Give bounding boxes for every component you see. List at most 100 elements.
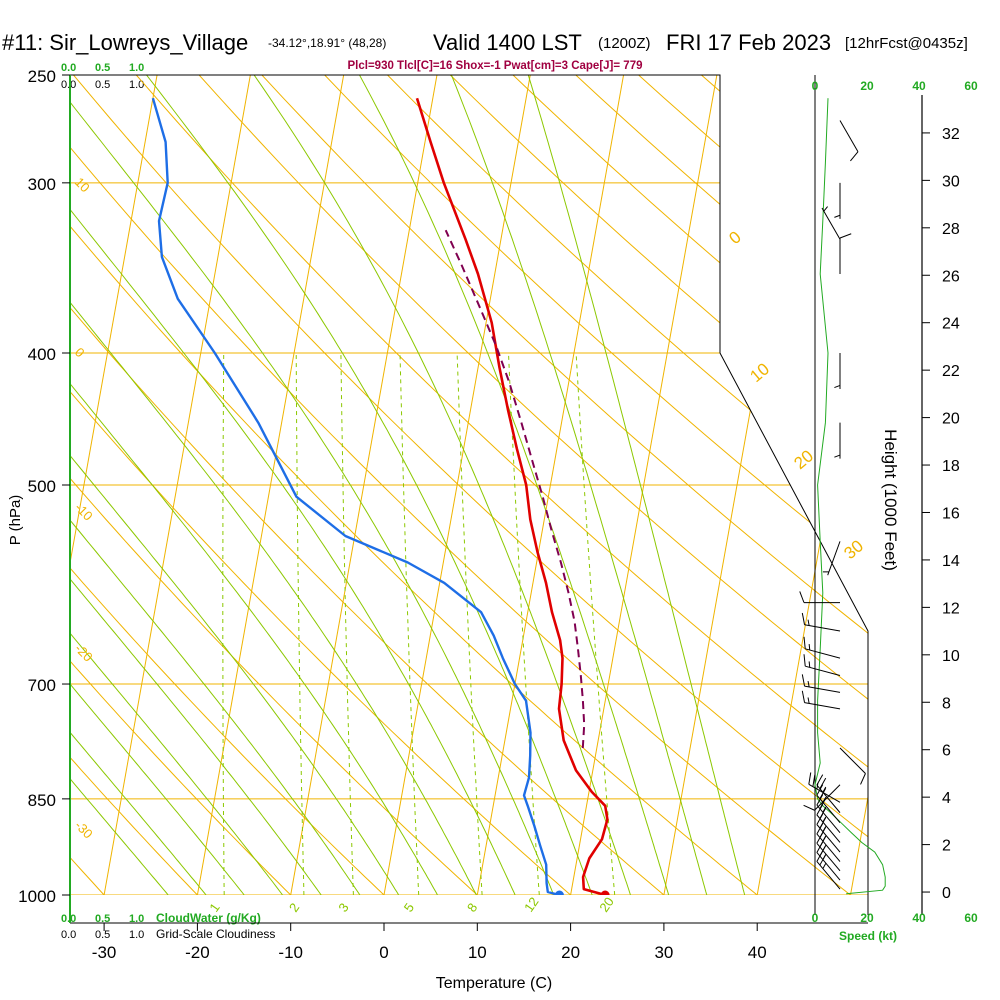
dry-adiabat-50 (70, 75, 868, 895)
surface-dewpoint-marker (554, 890, 564, 895)
wind-barb (801, 674, 841, 693)
speed-tick-label-top: 20 (860, 79, 874, 93)
dry-adiabat-130 (487, 75, 868, 895)
cloud-scale-bottom-green-2: 1.0 (129, 913, 144, 925)
moist-adiabat-4 (70, 75, 417, 895)
wind-barb (801, 612, 841, 632)
dry-adiabat-label: 10 (746, 359, 773, 386)
dry-adiabat-label: 20 (790, 446, 817, 473)
valid-time: Valid 1400 LST (433, 30, 582, 55)
cloud-scale-bottom-green-1: 0.5 (95, 913, 110, 925)
profile-lines (151, 97, 610, 895)
plot-area (70, 51, 1000, 924)
wind-barb (821, 206, 841, 240)
height-tick-label: 22 (942, 363, 960, 380)
moist-adiabat-8 (70, 75, 454, 895)
height-tick-label: 26 (942, 268, 960, 285)
moist-adiabat-16 (70, 75, 529, 895)
temperature-tick-label: 30 (654, 943, 673, 962)
mixing-ratio-label: 3 (335, 900, 351, 915)
parcel-line (444, 229, 586, 749)
station-title: #11: Sir_Lowreys_Village (2, 30, 248, 55)
x-axis-title: Temperature (C) (436, 975, 552, 992)
dry-adiabat-20 (70, 75, 605, 895)
height-tick-label: 32 (942, 126, 960, 143)
surface-temperature-marker (600, 890, 610, 895)
dry-adiabat--10 (70, 75, 321, 895)
temperature-tick-label: 20 (561, 943, 580, 962)
moist-adiabat-28 (236, 75, 641, 895)
wind-barb (803, 636, 841, 659)
speed-tick-label-top: 0 (812, 79, 819, 93)
wind-barb (816, 784, 841, 824)
dry-adiabat-200 (922, 51, 1000, 924)
isotherm-label: 0 (72, 345, 88, 361)
temperature-line (415, 97, 609, 895)
isotherm--20 (196, 75, 345, 895)
moist-adiabat--12 (70, 75, 268, 895)
cloudwater-label: CloudWater (g/Kg) (156, 911, 261, 925)
isotherm-label: 10 (72, 174, 93, 195)
mixing-ratio-20 (575, 352, 616, 895)
height-tick-label: 2 (942, 838, 951, 855)
wind-barb (808, 772, 841, 803)
speed-axis-title: Speed (kt) (839, 929, 897, 943)
pressure-tick-label: 1000 (18, 887, 56, 906)
cloud-scale-top-green-1: 0.5 (95, 62, 110, 74)
pressure-tick-label: 700 (28, 676, 56, 695)
speed-tick-label-bottom: 60 (964, 911, 978, 925)
wind-barb (799, 591, 840, 604)
wind-barb (839, 120, 859, 162)
dry-adiabat-70 (115, 75, 868, 895)
mixing-ratio-label: 12 (521, 894, 542, 914)
dry-adiabat-label: 30 (840, 536, 867, 563)
wind-barb (803, 784, 841, 811)
pressure-tick-label: 500 (28, 477, 56, 496)
sounding-params: Plcl=930 Tlcl[C]=16 Shox=-1 Pwat[cm]=3 C… (348, 60, 643, 72)
moist-adiabat-36 (441, 75, 716, 895)
pressure-tick-label: 400 (28, 345, 56, 364)
dry-adiabat-110 (363, 75, 868, 895)
dry-adiabat--30 (70, 75, 132, 895)
mixing-ratio-3 (340, 352, 354, 895)
moist-adiabat-32 (345, 75, 678, 895)
wind-speed-line (814, 98, 886, 895)
mixing-ratio-label: 8 (464, 900, 480, 915)
moist-adiabat-24 (127, 75, 604, 895)
station-coords: -34.12°,18.91° (48,28) (268, 36, 386, 50)
isotherm-label: -30 (72, 818, 96, 842)
forecast-label: [12hrFcst@0435z] (845, 35, 968, 52)
wind-barb (822, 541, 841, 576)
cloud-scale-bottom-black-1: 0.5 (95, 929, 110, 941)
mixing-ratio-2 (295, 352, 305, 895)
mixing-ratio-8 (456, 352, 483, 895)
dry-adiabat--20 (70, 75, 226, 895)
isotherm-0 (383, 75, 531, 895)
wind-barb (839, 747, 866, 785)
height-tick-label: 14 (942, 553, 960, 570)
wind-barb (801, 690, 841, 710)
height-axis-title: Height (1000 Feet) (881, 429, 900, 571)
wind-barb (834, 422, 841, 459)
dry-adiabat-10 (70, 75, 510, 895)
isotherm--10 (290, 75, 438, 895)
height-tick-label: 18 (942, 458, 960, 475)
cloud-scale-bottom-black-0: 0.0 (61, 929, 76, 941)
moist-adiabat--8 (70, 75, 305, 895)
dry-adiabat-80 (177, 75, 868, 895)
moist-adiabat-20 (70, 75, 566, 895)
height-tick-label: 28 (942, 221, 960, 238)
dry-adiabat-30 (70, 75, 699, 895)
temperature-tick-label: 40 (748, 943, 767, 962)
wind-barb (834, 182, 841, 219)
pressure-tick-label: 300 (28, 175, 56, 194)
mixing-ratio-5 (399, 352, 420, 895)
temperature-tick-label: -10 (278, 943, 303, 962)
valid-date: FRI 17 Feb 2023 (666, 30, 831, 55)
moist-adiabat-0 (70, 75, 380, 895)
speed-tick-label-bottom: 20 (860, 911, 874, 925)
speed-tick-label-bottom: 0 (812, 911, 819, 925)
moist-adiabat-40 (520, 75, 753, 895)
